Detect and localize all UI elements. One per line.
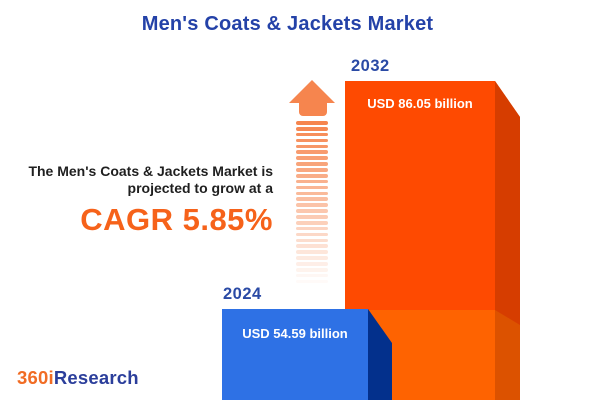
- growth-arrow-stripe: [296, 179, 328, 184]
- growth-arrow-stripe: [296, 203, 328, 207]
- growth-arrow-stripe: [296, 209, 328, 213]
- growth-arrow-stripe: [296, 156, 328, 160]
- bar-2032-side-face: [495, 81, 520, 400]
- growth-arrow-stripe: [296, 232, 328, 237]
- growth-arrow-stripe: [296, 126, 328, 131]
- bar-2032-side-face-upper: [495, 81, 520, 325]
- growth-arrow-stripe: [296, 267, 328, 272]
- brand-logo: 360iResearch: [17, 367, 139, 389]
- growth-annotation: The Men's Coats & Jackets Market is proj…: [0, 163, 273, 236]
- bar-2032-value-label: USD 86.05 billion: [367, 96, 473, 111]
- growth-arrow-stripe: [296, 138, 328, 143]
- bar-2024-value-label: USD 54.59 billion: [242, 326, 348, 341]
- growth-arrow-stripe: [296, 132, 328, 137]
- growth-arrow-stripe: [296, 256, 328, 260]
- growth-arrow-stripe: [296, 244, 328, 249]
- page-title: Men's Coats & Jackets Market: [141, 13, 434, 35]
- annotation-line-1: The Men's Coats & Jackets Market is: [28, 163, 273, 179]
- growth-arrow-stripe: [296, 173, 328, 178]
- growth-arrow-stripe: [296, 150, 328, 155]
- brand-logo-suffix: Research: [53, 367, 139, 388]
- growth-arrow-neck: [299, 102, 327, 116]
- bar-2024: USD 54.59 billion: [222, 309, 392, 400]
- growth-arrow-stripe: [296, 185, 328, 190]
- growth-arrow-stripe: [296, 238, 328, 243]
- growth-arrow-stripe: [296, 215, 328, 219]
- growth-arrow-stripes: [296, 121, 328, 286]
- growth-arrow-stripe: [296, 191, 328, 196]
- growth-arrow-stripe: [296, 273, 328, 278]
- bar-2032: USD 86.05 billion: [345, 81, 520, 400]
- bar-2024-year-label: 2024: [223, 285, 262, 303]
- growth-arrow-stripe: [296, 121, 328, 125]
- cagr-value: CAGR 5.85%: [80, 202, 273, 237]
- annotation-line-2: projected to grow at a: [127, 180, 273, 196]
- bar-2032-front-face-upper: [345, 81, 495, 310]
- growth-arrow-stripe: [296, 220, 328, 225]
- growth-arrow-stripe: [296, 144, 328, 149]
- growth-arrow-stripe: [296, 262, 328, 266]
- growth-arrow-stripe: [296, 279, 328, 284]
- bar-2024-front-face: [222, 309, 368, 400]
- growth-arrow-stripe: [296, 226, 328, 231]
- growth-arrow-stripe: [296, 250, 328, 254]
- growth-up-arrow-icon: [289, 80, 335, 103]
- growth-arrow-stripe: [296, 162, 328, 166]
- brand-logo-prefix: 360i: [17, 367, 54, 388]
- growth-arrow-stripe: [296, 168, 328, 172]
- growth-arrow-stripe: [296, 197, 328, 202]
- bar-2032-year-label: 2032: [351, 57, 390, 75]
